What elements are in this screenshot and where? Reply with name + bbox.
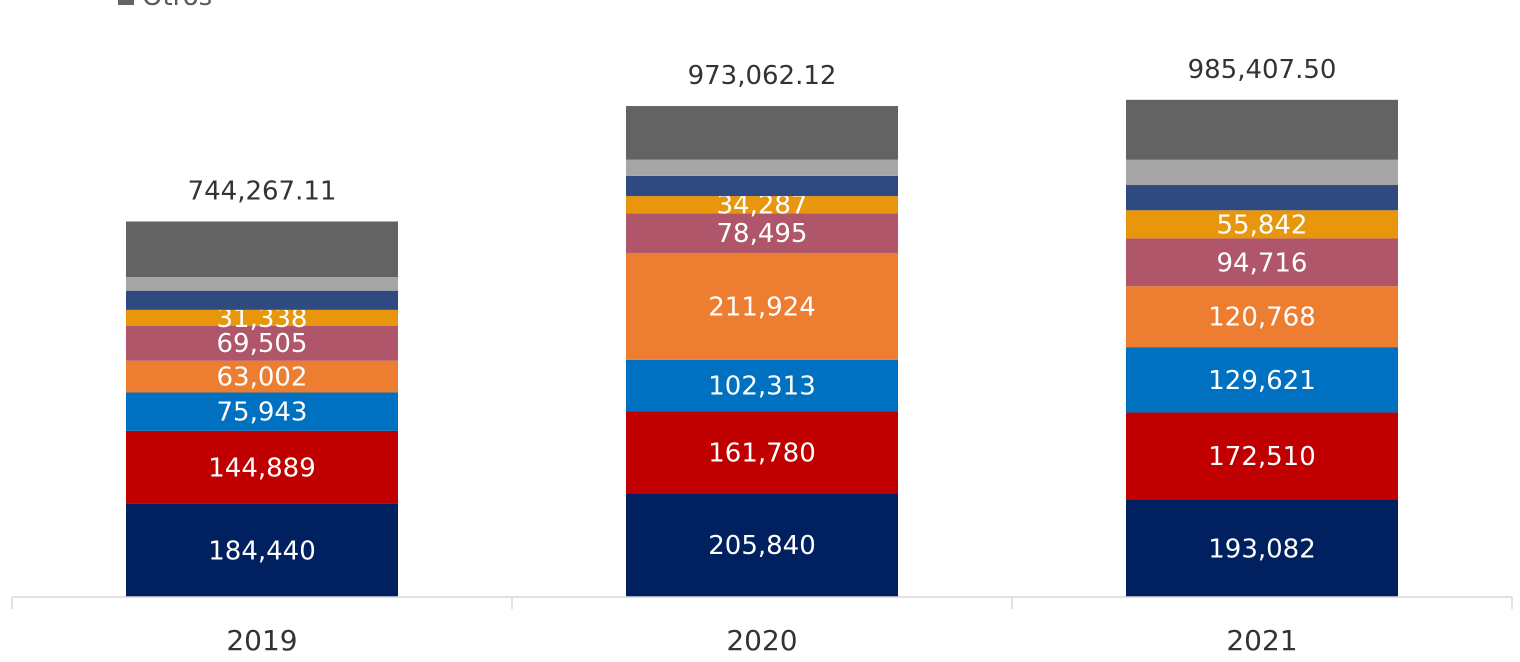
legend: Otros	[118, 0, 212, 12]
total-label-2021: 985,407.50	[1188, 55, 1337, 85]
bar-segment-2019-7	[126, 277, 398, 291]
legend-swatch-otros	[118, 0, 134, 5]
bar-segment-2021-0	[1126, 499, 1398, 597]
x-tick-label-2021: 2021	[1226, 624, 1297, 657]
bar-segment-2020-1	[626, 411, 898, 494]
total-label-2020: 973,062.12	[688, 61, 837, 91]
data-label-2019-4: 69,505	[217, 329, 308, 359]
total-label-2019: 744,267.11	[188, 176, 337, 206]
data-label-2021-5: 55,842	[1217, 210, 1308, 240]
data-label-2020-1: 161,780	[708, 438, 816, 468]
data-label-2021-4: 94,716	[1217, 248, 1308, 278]
bar-segment-2021-3	[1126, 286, 1398, 348]
data-label-2021-2: 129,621	[1208, 366, 1316, 396]
bar-segment-2021-7	[1126, 159, 1398, 186]
data-label-2021-0: 193,082	[1208, 534, 1316, 564]
bar-segment-2021-6	[1126, 185, 1398, 211]
bar-segment-2019-5	[126, 309, 398, 326]
bar-segment-2019-8	[126, 221, 398, 278]
data-label-2020-4: 78,495	[717, 219, 808, 249]
x-tick-label-2019: 2019	[226, 624, 297, 657]
legend-label-otros: Otros	[142, 0, 212, 12]
bar-segment-2019-4	[126, 325, 398, 361]
data-label-2021-3: 120,768	[1208, 303, 1316, 333]
data-label-2019-1: 144,889	[208, 453, 316, 483]
bar-segment-2020-6	[626, 175, 898, 197]
bar-segment-2020-0	[626, 493, 898, 597]
bar-segment-2019-1	[126, 430, 398, 504]
bar-segment-2020-2	[626, 359, 898, 412]
data-label-2019-2: 75,943	[217, 398, 308, 428]
bar-segment-2021-1	[1126, 412, 1398, 500]
bar-segment-2020-3	[626, 252, 898, 360]
bar-segment-2019-2	[126, 392, 398, 431]
bar-segment-2020-4	[626, 213, 898, 253]
data-label-2021-1: 172,510	[1208, 442, 1316, 472]
data-label-2019-0: 184,440	[208, 536, 316, 566]
data-label-2020-2: 102,313	[708, 372, 816, 402]
bar-segment-2021-8	[1126, 99, 1398, 160]
bar-segment-2021-4	[1126, 238, 1398, 287]
data-label-2019-3: 63,002	[217, 363, 308, 393]
data-label-2020-3: 211,924	[708, 292, 816, 322]
bar-segment-2020-5	[626, 196, 898, 214]
bar-segment-2019-6	[126, 290, 398, 310]
bar-segment-2021-5	[1126, 210, 1398, 239]
x-tick-label-2020: 2020	[726, 624, 797, 657]
bar-segment-2021-2	[1126, 347, 1398, 413]
bar-segment-2019-0	[126, 503, 398, 597]
bar-segment-2019-3	[126, 360, 398, 393]
data-label-2020-0: 205,840	[708, 531, 816, 561]
bar-segment-2020-7	[626, 159, 898, 176]
bar-segment-2020-8	[626, 106, 898, 160]
